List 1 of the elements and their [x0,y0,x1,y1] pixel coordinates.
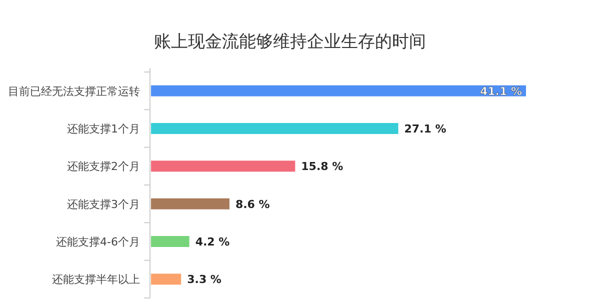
title: 账上现金流能够维持企业生存的时间 [154,32,426,52]
